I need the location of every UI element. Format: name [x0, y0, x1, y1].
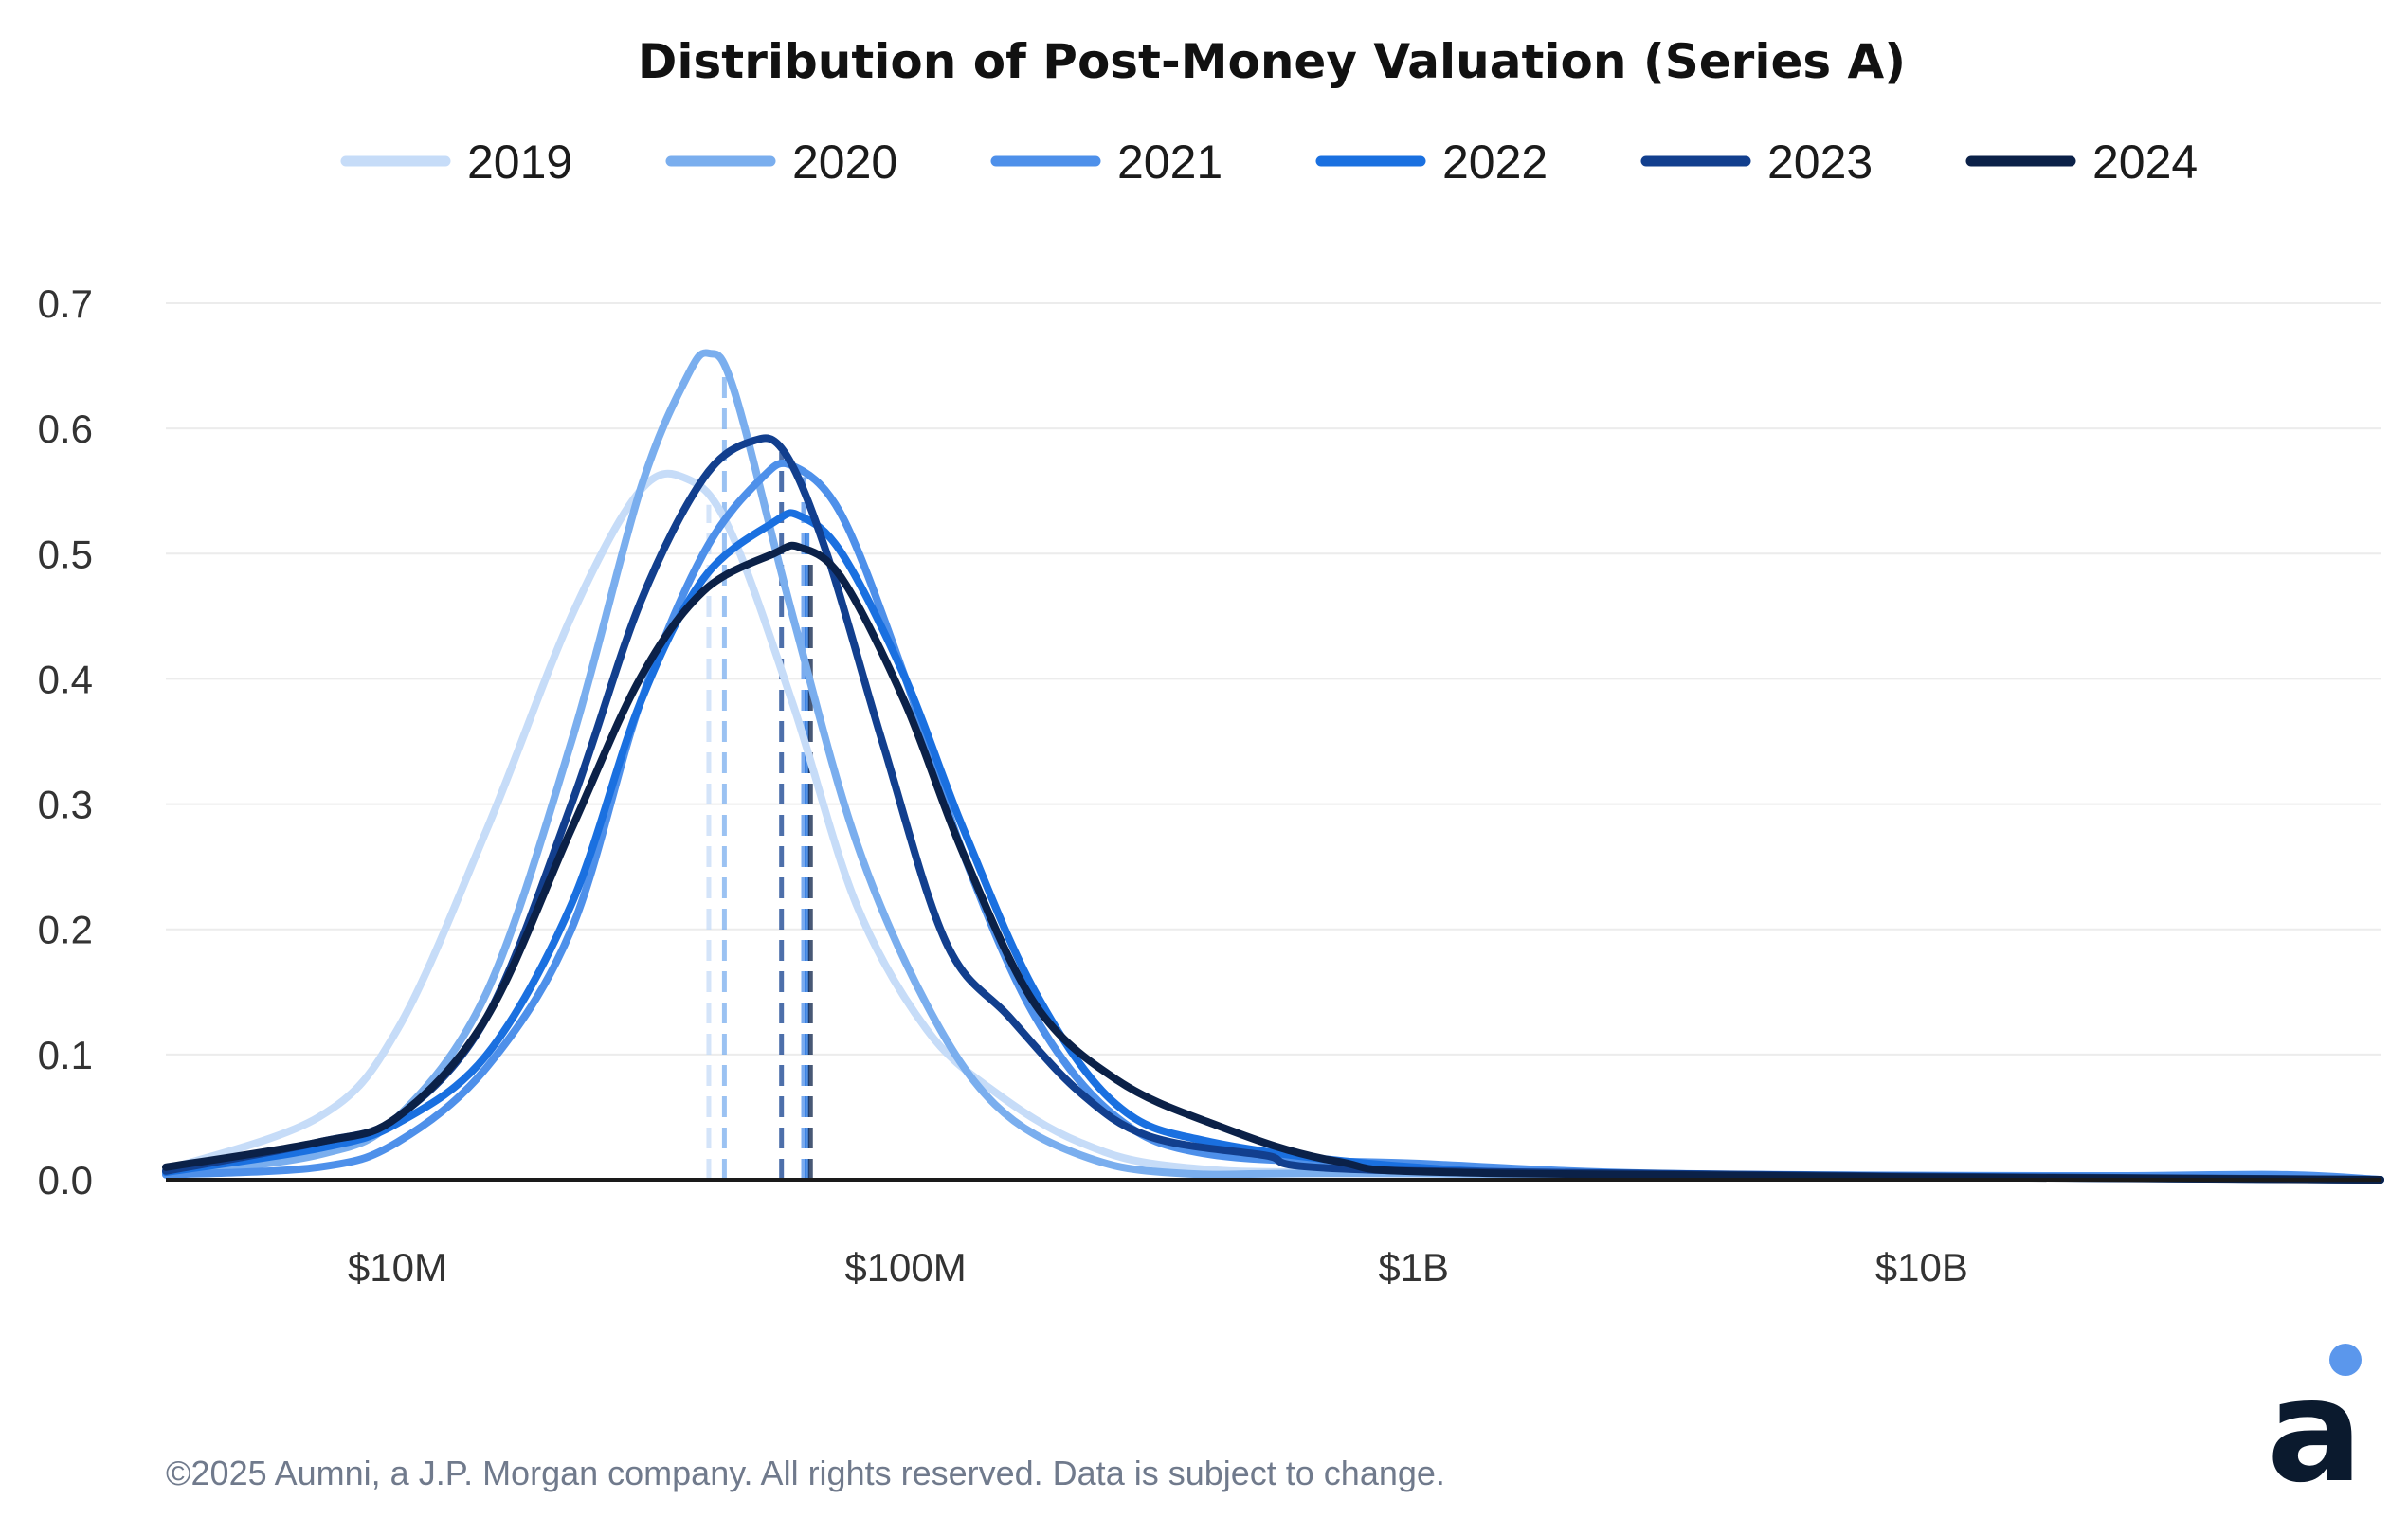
- y-axis-ticks: 0.0 0.1 0.2 0.3 0.4 0.5 0.6 0.7: [38, 281, 93, 1202]
- aumni-logo: a: [2267, 1344, 2363, 1514]
- copyright-footer: ©2025 Aumni, a J.P. Morgan company. All …: [166, 1454, 1445, 1492]
- x-tick-label: $10B: [1875, 1245, 1968, 1290]
- chart-title: Distribution of Post-Money Valuation (Se…: [638, 34, 1906, 89]
- x-tick-label: $10M: [348, 1245, 447, 1290]
- y-tick-label: 0.2: [38, 908, 93, 952]
- legend-label-2024: 2024: [2092, 136, 2198, 189]
- logo-letter-icon: a: [2267, 1349, 2363, 1514]
- series-line-2020: [162, 349, 2384, 1184]
- series-line-2022: [162, 509, 2384, 1184]
- series-lines: [162, 349, 2384, 1184]
- series-line-2021: [162, 459, 2384, 1184]
- x-tick-label: $1B: [1378, 1245, 1449, 1290]
- legend-label-2023: 2023: [1767, 136, 1873, 189]
- x-tick-label: $100M: [844, 1245, 966, 1290]
- legend-label-2021: 2021: [1117, 136, 1222, 189]
- y-tick-label: 0.3: [38, 783, 93, 827]
- grid-lines: [166, 302, 2381, 1056]
- median-lines: [706, 376, 813, 1180]
- x-axis-ticks: $10M $100M $1B $10B: [348, 1245, 1968, 1290]
- y-tick-label: 0.6: [38, 407, 93, 451]
- legend: 2019 2020 2021 2022 2023 2024: [340, 136, 2198, 189]
- legend-label-2019: 2019: [467, 136, 572, 189]
- series-line-2024: [162, 541, 2384, 1184]
- y-tick-label: 0.0: [38, 1158, 93, 1202]
- y-tick-label: 0.5: [38, 532, 93, 576]
- y-tick-label: 0.7: [38, 281, 93, 326]
- series-line-2019: [162, 469, 2384, 1184]
- logo-dot-icon: [2329, 1344, 2362, 1376]
- y-tick-label: 0.4: [38, 657, 93, 701]
- legend-label-2020: 2020: [792, 136, 897, 189]
- legend-label-2022: 2022: [1442, 136, 1548, 189]
- y-tick-label: 0.1: [38, 1033, 93, 1077]
